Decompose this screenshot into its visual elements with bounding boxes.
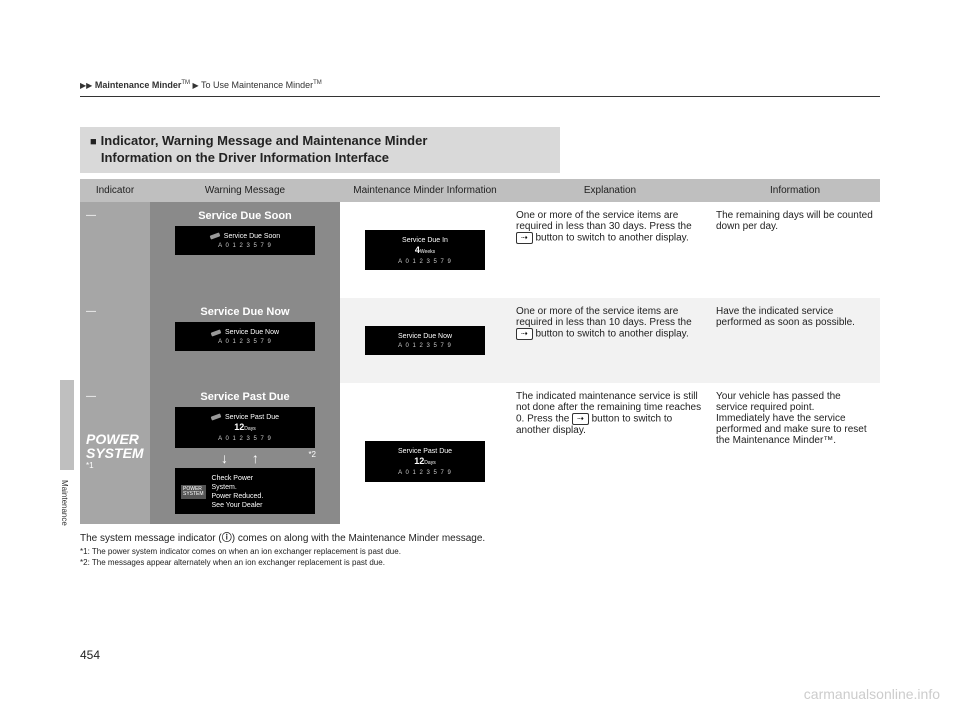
section-title-line2: Information on the Driver Information In… <box>101 150 389 165</box>
cell-mmi: Service Due In 4Weeks A 0 1 2 3 5 7 9 <box>340 202 510 299</box>
screen2-line3: Power Reduced. <box>212 493 264 500</box>
section-title: ■ Indicator, Warning Message and Maintena… <box>80 127 560 173</box>
mmi-unit: Weeks <box>420 249 435 255</box>
cell-explanation: One or more of the service items are req… <box>510 298 710 383</box>
button-icon: ⇢ <box>516 328 533 340</box>
footnotes: The system message indicator (ⓘ) comes o… <box>80 532 880 568</box>
cell-indicator: — <box>80 298 150 383</box>
cell-explanation: One or more of the service items are req… <box>510 202 710 299</box>
cell-warning: Service Due Now Service Due Now A 0 1 2 … <box>150 298 340 383</box>
divider <box>80 96 880 97</box>
footnote-main-a: The system message indicator ( <box>80 533 222 544</box>
warning-title: Service Due Soon <box>156 210 334 222</box>
wrench-icon <box>211 414 222 421</box>
cell-info: Have the indicated service performed as … <box>710 298 880 383</box>
warning-title: Service Due Now <box>156 306 334 318</box>
screen1-code: A 0 1 2 3 5 7 9 <box>179 436 311 444</box>
warning-screen-1: Service Past Due 12Days A 0 1 2 3 5 7 9 <box>175 407 315 448</box>
mmi-line2: 12 <box>414 456 424 466</box>
mmi-screen: Service Due In 4Weeks A 0 1 2 3 5 7 9 <box>365 230 485 271</box>
cell-indicator: — <box>80 202 150 299</box>
warning-screen: Service Due Now A 0 1 2 3 5 7 9 <box>175 322 315 351</box>
screen1-line2: 12 <box>234 422 244 432</box>
power-label-2: SYSTEM <box>86 445 144 461</box>
asterisk-1: *1 <box>86 461 94 470</box>
cell-warning: Service Past Due Service Past Due 12Days… <box>150 383 340 524</box>
cell-explanation: The indicated maintenance service is sti… <box>510 383 710 524</box>
cell-indicator: — POWER SYSTEM *1 <box>80 383 150 524</box>
footnote-1: *1: The power system indicator comes on … <box>80 546 880 557</box>
th-explanation: Explanation <box>510 179 710 202</box>
table-row: — Service Due Now Service Due Now A 0 1 … <box>80 298 880 383</box>
maintenance-table: Indicator Warning Message Maintenance Mi… <box>80 179 880 524</box>
button-icon: ⇢ <box>516 232 533 244</box>
screen-text: Service Due Now <box>225 329 279 336</box>
button-icon: ⇢ <box>572 413 589 425</box>
warning-title: Service Past Due <box>156 391 334 403</box>
mmi-line1: Service Due Now <box>369 332 481 341</box>
th-warning: Warning Message <box>150 179 340 202</box>
mmi-line1: Service Past Due <box>369 447 481 456</box>
watermark: carmanualsonline.info <box>804 686 940 702</box>
exp-text-a: One or more of the service items are req… <box>516 210 692 232</box>
breadcrumb-tm1: TM <box>181 80 190 86</box>
side-label: Maintenance <box>60 480 69 526</box>
screen2-line1: Check Power <box>212 475 254 482</box>
table-header-row: Indicator Warning Message Maintenance Mi… <box>80 179 880 202</box>
screen1-unit: Days <box>244 426 255 432</box>
screen-text: Service Due Soon <box>224 233 280 240</box>
table-row: — Service Due Soon Service Due Soon A 0 … <box>80 202 880 299</box>
cell-warning: Service Due Soon Service Due Soon A 0 1 … <box>150 202 340 299</box>
cell-info: Your vehicle has passed the service requ… <box>710 383 880 524</box>
section-title-line1: Indicator, Warning Message and Maintenan… <box>101 133 428 148</box>
mmi-screen: Service Past Due 12Days A 0 1 2 3 5 7 9 <box>365 441 485 482</box>
footnote-main-b: ) comes on along with the Maintenance Mi… <box>232 533 485 544</box>
section-bullet: ■ <box>90 136 97 148</box>
th-indicator: Indicator <box>80 179 150 202</box>
breadcrumb: ▶▶ Maintenance MinderTM ▶ To Use Mainten… <box>80 80 880 90</box>
power-system-indicator: POWER SYSTEM <box>86 432 144 460</box>
exp-text-a: One or more of the service items are req… <box>516 306 692 328</box>
mmi-line1: Service Due In <box>369 236 481 245</box>
mmi-code: A 0 1 2 3 5 7 9 <box>369 343 481 351</box>
alternate-arrows-icon: ↓ ↑ <box>221 450 269 466</box>
warning-screen-2: POWERSYSTEM Check Power System. Power Re… <box>175 468 315 514</box>
cell-mmi: Service Past Due 12Days A 0 1 2 3 5 7 9 <box>340 383 510 524</box>
breadcrumb-arrow: ▶▶ <box>80 81 92 90</box>
screen-code: A 0 1 2 3 5 7 9 <box>179 243 311 251</box>
mmi-code: A 0 1 2 3 5 7 9 <box>369 470 481 478</box>
screen1-line1: Service Past Due <box>225 414 279 421</box>
screen-code: A 0 1 2 3 5 7 9 <box>179 339 311 347</box>
th-information: Information <box>710 179 880 202</box>
breadcrumb-part1: Maintenance Minder <box>95 80 182 90</box>
th-mmi: Maintenance Minder Information <box>340 179 510 202</box>
wrench-icon <box>209 232 220 239</box>
mmi-screen: Service Due Now A 0 1 2 3 5 7 9 <box>365 326 485 355</box>
warning-screen: Service Due Soon A 0 1 2 3 5 7 9 <box>175 226 315 255</box>
indicator-dash: — <box>86 391 144 402</box>
mmi-unit: Days <box>424 460 435 466</box>
mmi-code: A 0 1 2 3 5 7 9 <box>369 259 481 267</box>
breadcrumb-arrow2: ▶ <box>193 81 199 90</box>
table-row: — POWER SYSTEM *1 Service Past Due Servi… <box>80 383 880 524</box>
footnote-2: *2: The messages appear alternately when… <box>80 557 880 568</box>
asterisk-2: *2 <box>308 450 316 459</box>
power-system-badge-icon: POWERSYSTEM <box>181 485 206 499</box>
breadcrumb-tm2: TM <box>313 80 322 86</box>
exp-text-b: button to switch to another display. <box>533 329 689 340</box>
side-tab <box>60 380 74 470</box>
screen2-line2: System. <box>212 484 237 491</box>
cell-info: The remaining days will be counted down … <box>710 202 880 299</box>
info-icon: ⓘ <box>222 533 232 544</box>
cell-mmi: Service Due Now A 0 1 2 3 5 7 9 <box>340 298 510 383</box>
breadcrumb-part2: To Use Maintenance Minder <box>201 80 313 90</box>
wrench-icon <box>211 329 222 336</box>
page-content: ▶▶ Maintenance MinderTM ▶ To Use Mainten… <box>80 80 880 569</box>
exp-text-b: button to switch to another display. <box>533 232 689 243</box>
page-number: 454 <box>80 648 100 662</box>
screen2-line4: See Your Dealer <box>212 502 263 509</box>
